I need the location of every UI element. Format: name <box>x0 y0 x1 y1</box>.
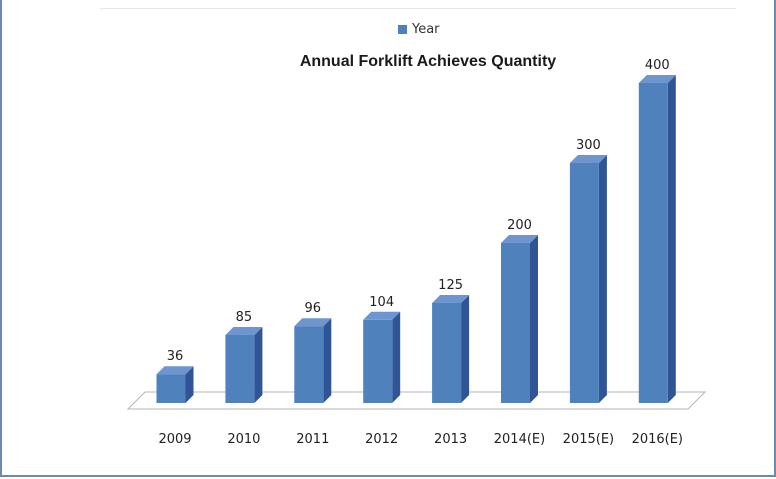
x-tick-label: 2012 <box>365 432 398 447</box>
bar <box>569 163 599 403</box>
bar-top <box>225 327 263 335</box>
bar-side <box>185 366 194 403</box>
data-label: 125 <box>438 278 463 293</box>
bar <box>225 335 255 403</box>
bar <box>156 374 186 403</box>
bar <box>638 83 668 403</box>
bar-side <box>461 295 470 403</box>
bar <box>501 243 530 403</box>
chart-floor <box>126 391 707 410</box>
x-tick-label: 2010 <box>227 432 260 447</box>
bar <box>294 326 324 403</box>
bar-side <box>254 327 263 403</box>
bar-top <box>156 366 194 375</box>
data-label: 104 <box>369 295 394 310</box>
data-label: 85 <box>236 310 253 325</box>
bar <box>363 319 393 403</box>
bar-side <box>667 75 676 403</box>
x-tick-label: 2013 <box>434 432 467 447</box>
x-tick-label: 2016(E) <box>632 432 683 447</box>
chart-title: Annual Forklift Achieves Quantity <box>299 53 557 70</box>
x-tick-label: 2009 <box>158 432 191 447</box>
bar-top <box>432 295 470 303</box>
bar-side <box>530 235 538 403</box>
bar-side <box>598 155 607 403</box>
bar-top <box>501 235 538 243</box>
legend-label: Year <box>412 21 440 37</box>
data-label: 300 <box>576 138 601 153</box>
legend-swatch <box>398 24 407 34</box>
bar-top <box>569 155 607 163</box>
bar-side <box>323 318 332 403</box>
bar <box>432 303 462 403</box>
bar-top <box>638 75 676 83</box>
data-label: 400 <box>645 58 670 73</box>
bar-top <box>363 311 401 320</box>
chart-legend: Year <box>398 20 440 38</box>
bar-side <box>392 311 401 403</box>
x-tick-label: 2015(E) <box>563 432 614 447</box>
data-label: 200 <box>507 218 532 233</box>
bar-top <box>294 318 332 327</box>
data-label: 96 <box>305 301 322 316</box>
x-tick-label: 2014(E) <box>494 432 545 447</box>
data-label: 36 <box>167 349 184 364</box>
x-tick-label: 2011 <box>296 432 329 447</box>
top-divider <box>100 8 736 9</box>
